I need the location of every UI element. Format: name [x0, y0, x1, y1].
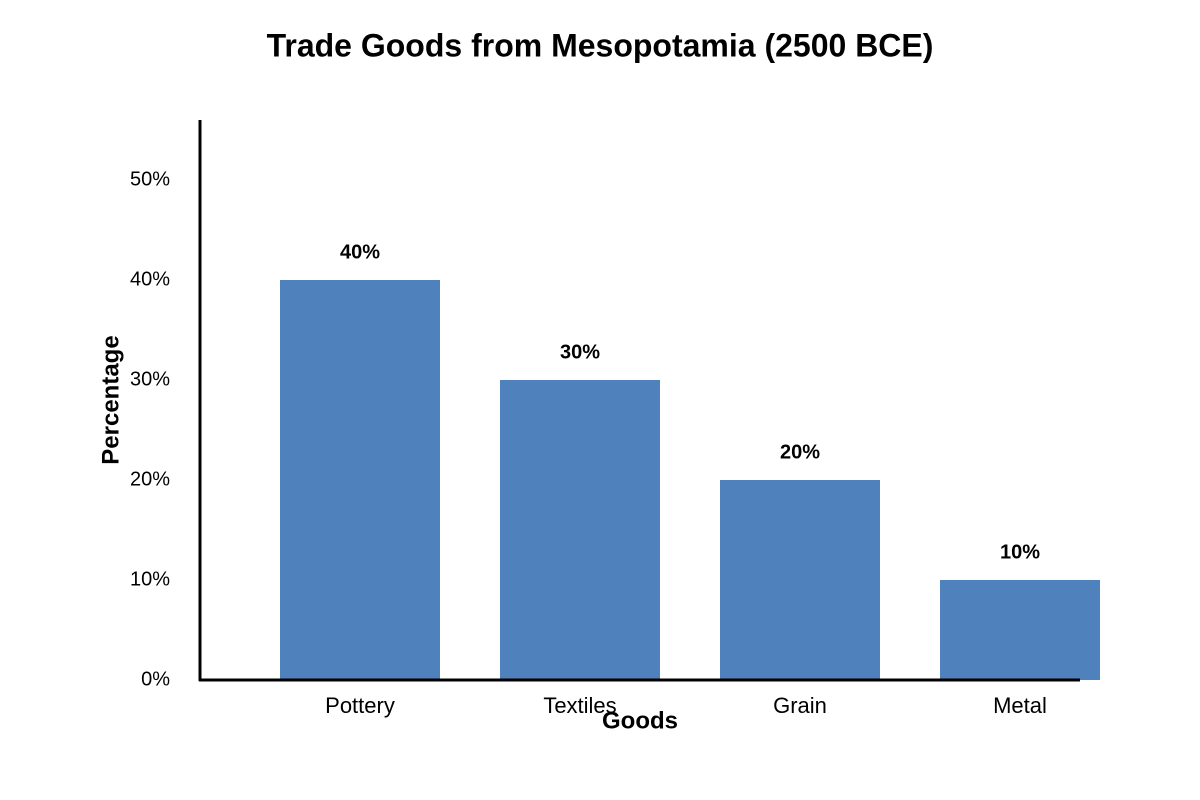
x-tick-label: Grain [773, 693, 827, 718]
bar [940, 580, 1100, 680]
y-tick-label: 30% [130, 368, 170, 390]
value-label: 10% [1000, 541, 1040, 563]
value-label: 20% [780, 441, 820, 463]
y-tick-label: 40% [130, 268, 170, 290]
y-tick-label: 10% [130, 568, 170, 590]
y-tick-label: 0% [141, 668, 170, 690]
chart-title: Trade Goods from Mesopotamia (2500 BCE) [267, 27, 934, 63]
bar [500, 380, 660, 680]
y-axis-label: Percentage [97, 335, 124, 464]
bar [720, 480, 880, 680]
value-label: 30% [560, 341, 600, 363]
x-tick-label: Textiles [543, 693, 616, 718]
x-tick-label: Metal [993, 693, 1047, 718]
x-axis-label: Goods [602, 707, 678, 734]
value-label: 40% [340, 241, 380, 263]
y-tick-label: 20% [130, 468, 170, 490]
y-tick-label: 50% [130, 168, 170, 190]
x-tick-label: Pottery [325, 693, 395, 718]
bar [280, 280, 440, 680]
